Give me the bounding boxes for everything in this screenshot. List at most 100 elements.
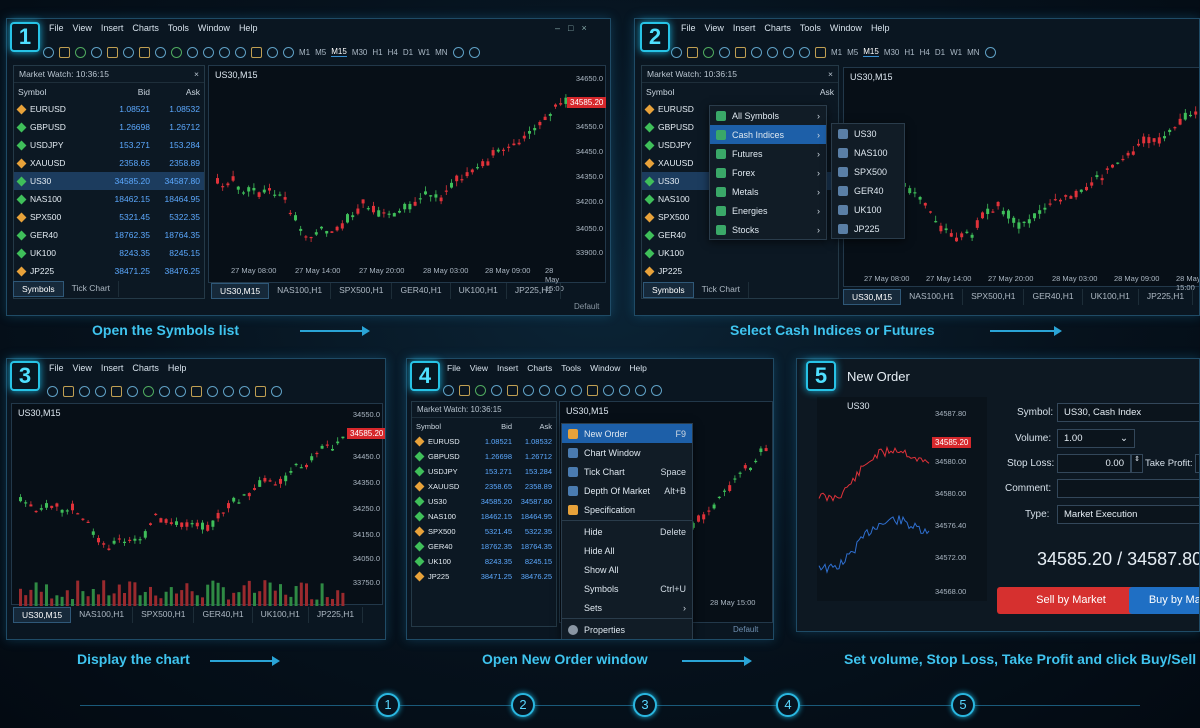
zoom-out-icon[interactable] [799,46,810,58]
menu-charts[interactable]: Charts [132,23,159,33]
menu-new-order[interactable]: New Order F9 [562,424,692,443]
market-watch-row[interactable]: NAS100 18462.15 18464.95 [412,509,556,524]
settings-icon[interactable] [468,46,480,58]
menu-view[interactable]: View [72,23,92,33]
type-select[interactable]: Market Execution [1057,505,1199,524]
menu-chart-window[interactable]: Chart Window [562,443,692,462]
tf-m5[interactable]: M5 [315,47,327,57]
market-watch-row[interactable]: GER40 18762.35 18764.35 [412,539,556,554]
timeline-step-4[interactable]: 4 [776,693,800,717]
open-folder-icon[interactable] [107,46,118,58]
text-tool-icon[interactable] [175,385,186,397]
submenu-item[interactable]: US30 [832,124,904,143]
menu-help[interactable]: Help [238,23,258,33]
new-chart-icon[interactable] [443,384,454,396]
market-watch-row[interactable]: JP225 [642,262,838,280]
menu-depth-of-market[interactable]: Depth Of Market Alt+B [562,481,692,500]
menu-view[interactable]: View [72,363,92,373]
market-watch-row[interactable]: NAS100 18462.15 18464.95 [14,190,204,208]
indicators-icon[interactable] [127,385,138,397]
chart-tab[interactable]: UK100,H1 [1083,289,1139,305]
tf-m15[interactable]: M15 [863,47,879,57]
open-folder-icon[interactable] [507,384,518,396]
market-watch-row[interactable]: EURUSD 1.08521 1.08532 [14,100,204,118]
tab-tick-chart[interactable]: Tick Chart [694,282,750,298]
menu-symbols[interactable]: Symbols Ctrl+U [584,583,686,594]
navigator-icon[interactable] [475,384,486,396]
menu-show-all[interactable]: Show All [584,564,619,575]
market-watch-row[interactable]: GBPUSD 1.26698 1.26712 [412,449,556,464]
menu-help[interactable]: Help [629,363,647,373]
market-watch-icon[interactable] [719,46,730,58]
market-watch-icon[interactable] [491,384,502,396]
chart-tab[interactable]: GER40,H1 [392,283,451,299]
timeline-step-1[interactable]: 1 [376,693,400,717]
market-watch-row[interactable]: XAUUSD [642,154,838,172]
price-chart[interactable]: US30,M15 34585.20 34550.0 34450.0 34350.… [11,403,385,606]
zoom-out-icon[interactable] [571,384,582,396]
menu-view[interactable]: View [469,363,488,373]
zoom-out-icon[interactable] [239,385,250,397]
market-watch-row[interactable]: SPX500 5321.45 5322.35 [14,208,204,226]
menu-file[interactable]: File [49,23,64,33]
tile-icon[interactable] [251,46,262,58]
submenu-item[interactable]: SPX500 [832,162,904,181]
tf-m15[interactable]: M15 [331,47,347,57]
market-watch-row[interactable]: XAUUSD 2358.65 2358.89 [14,154,204,172]
crosshair-icon[interactable] [79,385,90,397]
chart-tab[interactable]: SPX500,H1 [331,283,393,299]
market-watch-row[interactable]: EURUSD 1.08521 1.08532 [412,434,556,449]
menu-energies[interactable]: Energies › [710,201,826,220]
menu-hide[interactable]: Hide Delete [584,526,686,537]
autotrading-icon[interactable] [143,385,154,397]
buy-by-market-button[interactable]: Buy by Market [1129,587,1199,614]
tile-icon[interactable] [587,384,598,396]
menu-hide-all[interactable]: Hide All [584,545,615,556]
window-controls[interactable]: –□× [555,23,595,33]
market-watch-row[interactable]: EURUSD [642,100,838,118]
grid-icon[interactable] [255,385,266,397]
timeline-step-5[interactable]: 5 [951,693,975,717]
market-watch-row[interactable]: GBPUSD [642,118,838,136]
menu-sets[interactable]: Sets › [584,602,686,613]
autotrading-icon[interactable] [171,46,182,58]
symbol-select[interactable]: US30, Cash Index [1057,403,1199,422]
chart-tab[interactable]: US30,M15 [843,289,902,305]
menu-tick-chart[interactable]: Tick Chart Space [562,462,692,481]
save-icon[interactable] [751,46,762,58]
chart-tab[interactable]: NAS100,H1 [71,607,134,623]
market-watch-row[interactable]: USDJPY 153.271 153.284 [412,464,556,479]
strategy-tester-icon[interactable] [155,46,166,58]
market-watch-row[interactable]: GBPUSD 1.26698 1.26712 [14,118,204,136]
chart-tab[interactable]: US30,M15 [13,607,72,623]
market-watch-row[interactable]: SPX500 [642,208,838,226]
comment-field[interactable] [1057,479,1199,498]
menu-insert[interactable]: Insert [496,363,519,373]
profiles-icon[interactable] [687,46,698,58]
market-watch-row[interactable]: JP225 38471.25 38476.25 [14,262,204,280]
chart-tab[interactable]: US30,M15 [211,283,270,299]
tf-w1[interactable]: W1 [950,47,963,57]
new-chart-icon[interactable] [671,46,682,58]
menu-file[interactable]: File [49,363,64,373]
indicators-icon[interactable] [267,46,278,58]
new-chart-icon[interactable] [47,385,58,397]
menu-futures[interactable]: Futures › [710,144,826,163]
submenu-item[interactable]: GER40 [832,181,904,200]
zoom-in-icon[interactable] [783,46,794,58]
tf-d1[interactable]: D1 [934,47,946,57]
crosshair-icon[interactable] [767,46,778,58]
chart-tab[interactable]: UK100,H1 [451,283,507,299]
menu-insert[interactable]: Insert [100,23,124,33]
menu-file[interactable]: File [681,23,696,33]
market-watch-row[interactable]: UK100 [642,244,838,262]
tf-m30[interactable]: M30 [351,47,368,57]
menu-cash-indices[interactable]: Cash Indices › [710,125,826,144]
search-icon[interactable] [271,385,282,397]
market-watch-row[interactable]: US30 34585.20 34587.80 [412,494,556,509]
zoom-in-icon[interactable] [555,384,566,396]
menu-charts[interactable]: Charts [527,363,553,373]
tf-m5[interactable]: M5 [847,47,859,57]
menu-charts[interactable]: Charts [764,23,791,33]
tf-h1[interactable]: H1 [904,47,915,57]
